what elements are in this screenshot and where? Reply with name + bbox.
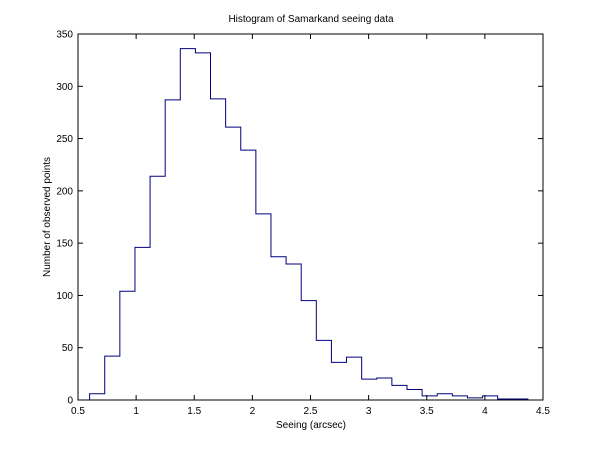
y-tick-label: 100 — [56, 291, 73, 302]
x-axis-label: Seeing (arcsec) — [276, 420, 346, 431]
x-axis-ticks: 0.5 1 1.5 2 2.5 3 3.5 4 4.5 — [71, 34, 550, 417]
plot-area-box — [77, 33, 544, 401]
y-axis-label: Number of observed points — [42, 157, 53, 277]
y-tick-label: 350 — [56, 30, 73, 41]
y-tick-label: 0 — [67, 396, 73, 407]
y-axis-ticks: 0 50 100 150 200 250 300 350 — [56, 30, 543, 407]
x-tick-label: 2 — [250, 406, 256, 417]
y-tick-label: 200 — [56, 186, 73, 197]
x-tick-label: 1.5 — [187, 406, 201, 417]
histogram-series — [89, 48, 529, 400]
y-tick-label: 300 — [56, 82, 73, 93]
y-tick-label: 250 — [56, 134, 73, 145]
chart-title: Histogram of Samarkand seeing data — [228, 14, 394, 25]
y-tick-label: 150 — [56, 239, 73, 250]
x-tick-label: 0.5 — [71, 406, 85, 417]
x-tick-label: 4.5 — [536, 406, 550, 417]
x-tick-label: 3 — [366, 406, 372, 417]
x-tick-label: 3.5 — [420, 406, 434, 417]
histogram-outline — [89, 48, 529, 400]
y-tick-label: 50 — [62, 343, 74, 354]
x-tick-label: 1 — [133, 406, 139, 417]
x-tick-label: 2.5 — [304, 406, 318, 417]
axes-frame — [77, 33, 544, 401]
x-tick-label: 4 — [482, 406, 488, 417]
